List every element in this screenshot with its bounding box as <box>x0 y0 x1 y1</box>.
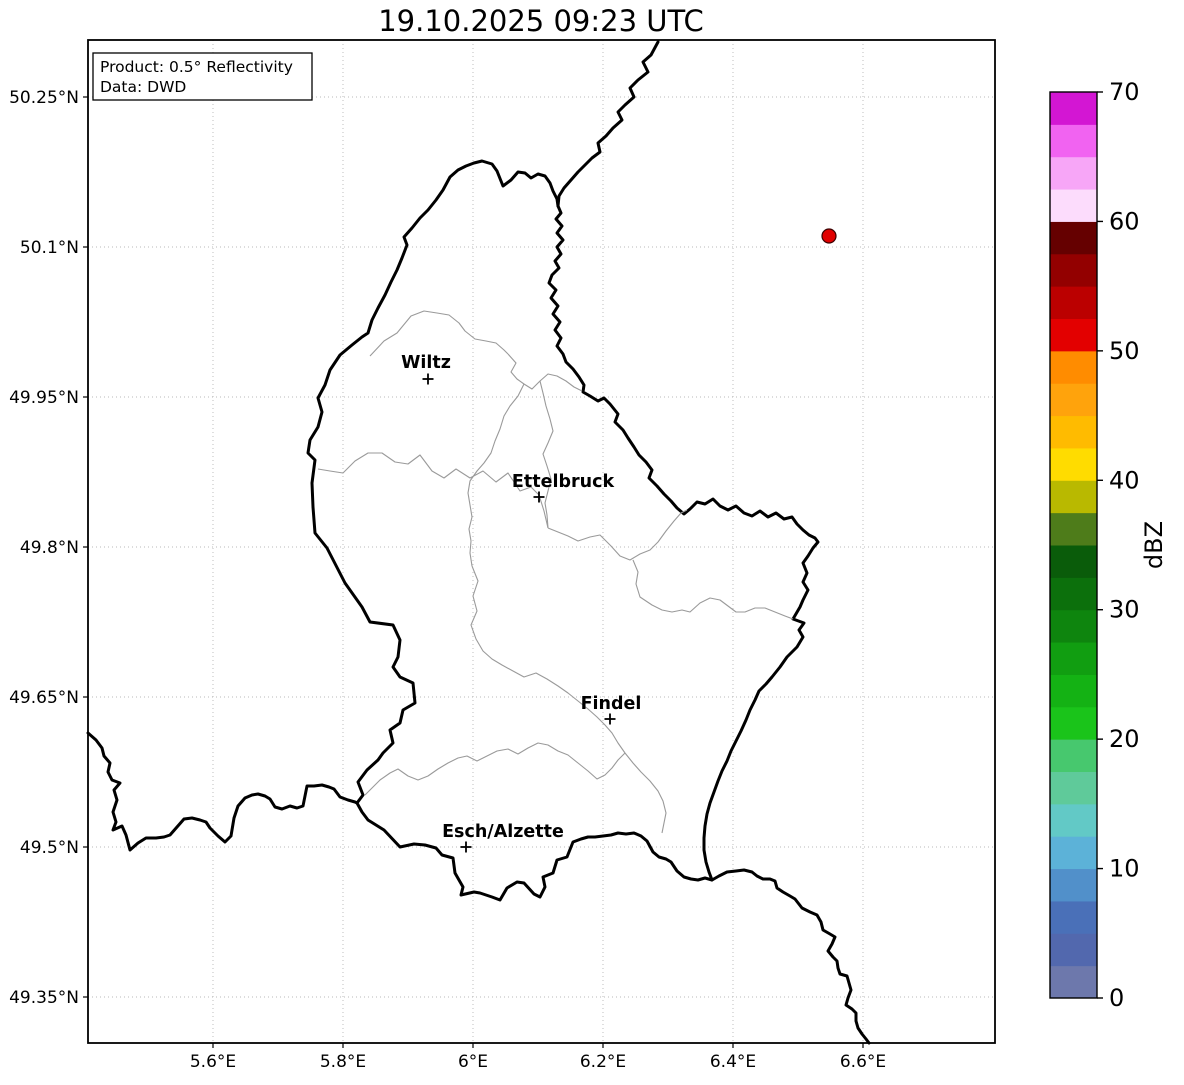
colorbar-band <box>1050 286 1097 319</box>
colorbar-tick-label: 0 <box>1109 984 1124 1012</box>
colorbar-band <box>1050 92 1097 125</box>
colorbar-band <box>1050 156 1097 190</box>
colorbar-band <box>1050 965 1097 999</box>
city-markers: Wiltz Ettelbruck Findel Esch/Alzette <box>401 353 641 853</box>
colorbar-tick-label: 10 <box>1109 855 1140 883</box>
colorbar-band <box>1050 803 1097 837</box>
colorbar-tick-label: 50 <box>1109 337 1140 365</box>
colorbar: 0 10 20 30 40 50 60 70 <box>1050 78 1140 1012</box>
colorbar-band <box>1050 674 1097 708</box>
colorbar-band <box>1050 771 1097 805</box>
y-tick-label: 49.65°N <box>9 688 79 708</box>
colorbar-band <box>1050 480 1097 514</box>
colorbar-band <box>1050 512 1097 546</box>
y-tick-label: 49.5°N <box>20 838 79 858</box>
colorbar-band <box>1050 577 1097 611</box>
radar-site-marker <box>821 228 837 244</box>
map-frame <box>87 39 996 1044</box>
colorbar-frame <box>1049 91 1098 999</box>
colorbar-band <box>1050 318 1097 352</box>
x-tick-label: 6.4°E <box>710 1052 756 1072</box>
y-axis: 50.25°N 50.1°N 49.95°N 49.8°N 49.65°N 49.5°N 4… <box>9 88 88 1008</box>
colorbar-tick-label: 70 <box>1109 78 1140 106</box>
city: Wiltz <box>401 353 451 385</box>
colorbar-band <box>1050 706 1097 740</box>
city: Findel <box>581 694 642 725</box>
colorbar-band <box>1050 545 1097 578</box>
info-box: Product: 0.5° Reflectivity Data: DWD <box>92 52 313 101</box>
colorbar-band <box>1050 642 1097 675</box>
colorbar-tick-label: 30 <box>1109 596 1140 624</box>
colorbar-band <box>1050 447 1097 481</box>
border-france-belgium <box>86 731 359 852</box>
colorbar-band <box>1050 221 1097 255</box>
colorbar-band <box>1050 415 1097 449</box>
city-label: Findel <box>581 694 642 714</box>
colorbar-band <box>1050 836 1097 870</box>
x-tick-label: 6.6°E <box>840 1052 886 1072</box>
colorbar-band <box>1050 383 1097 417</box>
country-border-luxembourg <box>306 159 820 902</box>
colorbar-band <box>1050 253 1097 287</box>
colorbar-title: dBZ <box>1140 521 1168 569</box>
borders <box>86 40 871 1045</box>
colorbar-tick-label: 60 <box>1109 207 1140 235</box>
colorbar-band <box>1050 609 1097 643</box>
x-tick-label: 6°E <box>458 1052 488 1072</box>
info-box-frame <box>92 52 313 101</box>
x-axis: 5.6°E 5.8°E 6°E 6.2°E 6.4°E 6.6°E <box>190 1043 886 1072</box>
city-label: Esch/Alzette <box>442 822 564 842</box>
y-tick-label: 49.95°N <box>9 388 79 408</box>
info-box-product-line: Product: 0.5° Reflectivity <box>100 58 293 76</box>
info-box-data-line: Data: DWD <box>100 78 186 96</box>
colorbar-tick-label: 20 <box>1109 725 1140 753</box>
colorbar-band <box>1050 350 1097 384</box>
map-background <box>88 40 995 1043</box>
colorbar-tick-label: 40 <box>1109 466 1140 494</box>
border-belgium-germany <box>556 40 660 208</box>
city-label: Wiltz <box>401 353 451 373</box>
colorbar-band <box>1050 900 1097 934</box>
city: Esch/Alzette <box>442 822 564 853</box>
colorbar-band <box>1050 868 1097 902</box>
colorbar-band <box>1050 124 1097 158</box>
colorbar-band <box>1050 189 1097 222</box>
x-tick-label: 6.2°E <box>580 1052 626 1072</box>
y-tick-label: 50.25°N <box>9 88 79 108</box>
y-tick-label: 49.8°N <box>20 538 79 558</box>
y-tick-label: 50.1°N <box>20 238 79 258</box>
colorbar-band <box>1050 933 1097 967</box>
border-germany-france <box>710 868 871 1045</box>
x-tick-label: 5.6°E <box>190 1052 236 1072</box>
y-tick-label: 49.35°N <box>9 988 79 1008</box>
map-title: 19.10.2025 09:23 UTC <box>378 4 704 38</box>
city: Ettelbruck <box>512 472 615 503</box>
canton-boundaries <box>317 310 794 834</box>
x-tick-label: 5.8°E <box>320 1052 366 1072</box>
city-label: Ettelbruck <box>512 472 615 492</box>
colorbar-band <box>1050 739 1097 772</box>
